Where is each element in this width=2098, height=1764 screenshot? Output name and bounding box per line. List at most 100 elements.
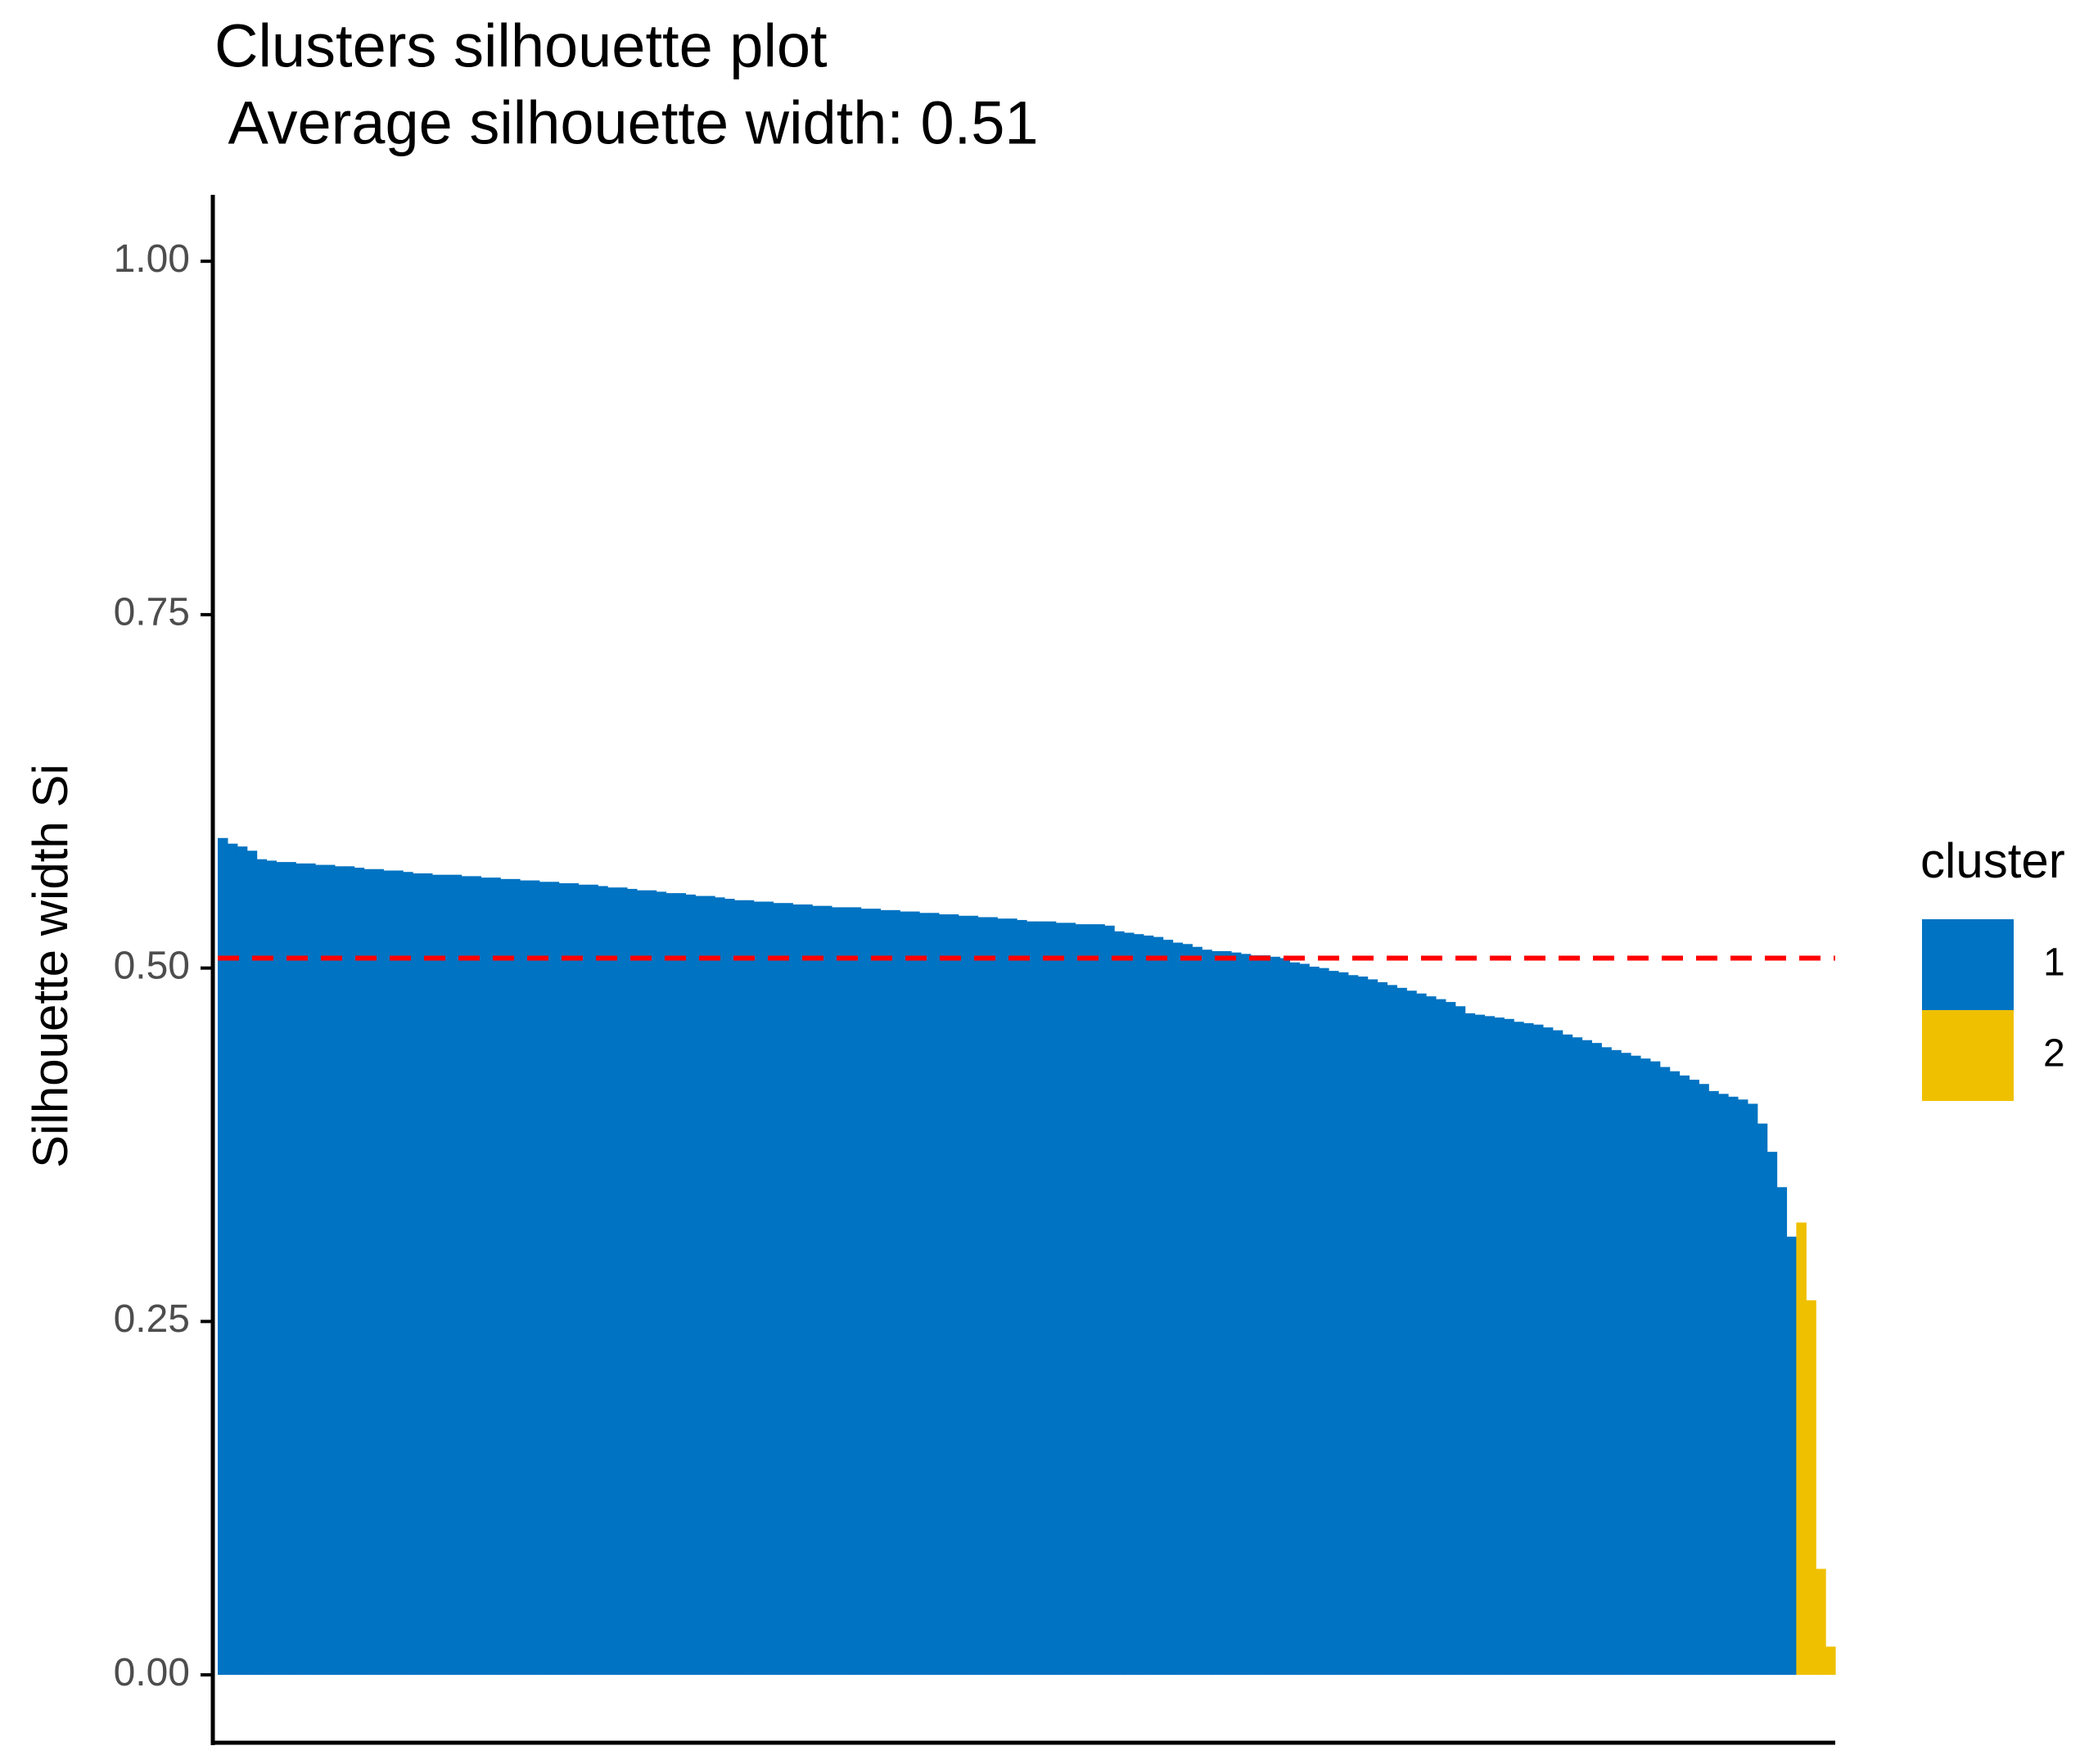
bar [1270, 956, 1281, 1676]
bar [1631, 1055, 1641, 1676]
bar [1464, 1013, 1476, 1676]
bar [792, 904, 803, 1676]
bar [928, 913, 940, 1676]
bar [1065, 923, 1076, 1676]
bar [1338, 972, 1349, 1676]
bar [919, 913, 930, 1676]
bar [266, 860, 277, 1676]
bar [1640, 1058, 1651, 1676]
bar [1406, 990, 1417, 1676]
bar [626, 888, 638, 1676]
bar [1747, 1103, 1758, 1676]
bar [900, 911, 910, 1676]
bar [1329, 971, 1339, 1676]
bar [1017, 919, 1027, 1676]
bar [1484, 1016, 1495, 1676]
bar [1601, 1047, 1612, 1676]
bar [763, 901, 774, 1676]
bar [490, 877, 501, 1676]
bar [1240, 954, 1252, 1676]
bar [646, 890, 657, 1676]
bar [1153, 936, 1164, 1676]
bar [783, 903, 793, 1676]
bar [305, 863, 316, 1676]
bar [665, 893, 677, 1676]
bar [1416, 993, 1427, 1676]
bar [1075, 924, 1086, 1676]
bar [841, 907, 852, 1676]
bar [578, 884, 589, 1676]
bar [1289, 962, 1300, 1676]
bar [422, 873, 433, 1676]
bar [237, 846, 248, 1676]
bar [1319, 968, 1329, 1676]
bar [1776, 1187, 1788, 1676]
bar [733, 900, 745, 1676]
bar [743, 900, 755, 1676]
bar [1124, 932, 1135, 1676]
bar [909, 911, 920, 1676]
bar [1679, 1075, 1690, 1676]
bar [315, 864, 326, 1676]
bar [451, 874, 462, 1676]
bar [218, 837, 228, 1676]
bar [1737, 1099, 1748, 1676]
bar [1445, 1002, 1456, 1676]
y-tick-label: 0.50 [114, 944, 190, 987]
bar [958, 915, 969, 1676]
bar [461, 876, 472, 1676]
bar [1514, 1022, 1524, 1676]
bar [1055, 923, 1067, 1676]
bar [695, 896, 706, 1676]
bar [1357, 976, 1369, 1676]
bar [276, 862, 287, 1676]
bar [500, 878, 511, 1676]
bar [354, 868, 365, 1676]
bar [753, 901, 765, 1676]
bar [1669, 1071, 1681, 1676]
bar [568, 883, 580, 1676]
bar [529, 880, 540, 1676]
bar [1211, 950, 1222, 1676]
bar [724, 899, 735, 1676]
bar [607, 887, 618, 1676]
bar [1387, 985, 1397, 1676]
chart-subtitle: Average silhouette width: 0.51 [214, 89, 1039, 157]
bar [705, 896, 715, 1676]
bar [1309, 966, 1320, 1676]
bar [363, 868, 375, 1676]
bar [1085, 924, 1095, 1676]
bar [1649, 1061, 1661, 1676]
bar [1816, 1568, 1826, 1676]
bar [1250, 955, 1261, 1676]
bar [1611, 1049, 1622, 1676]
bar [1133, 934, 1144, 1676]
bar [1435, 999, 1446, 1676]
bar [1494, 1017, 1505, 1676]
bar [1504, 1018, 1514, 1676]
bar [588, 884, 598, 1676]
bar [1230, 952, 1242, 1676]
bar [977, 917, 988, 1676]
bar [1581, 1040, 1593, 1676]
bar [968, 915, 979, 1676]
bar [1162, 940, 1174, 1676]
bar [1825, 1646, 1836, 1676]
bar [831, 907, 842, 1676]
bar [1035, 921, 1047, 1676]
bar [656, 891, 667, 1676]
bar [334, 866, 345, 1676]
bar [1523, 1022, 1534, 1676]
y-axis-label: Silhouette width Si [23, 764, 78, 1168]
bar [383, 870, 394, 1676]
bar [1221, 950, 1232, 1676]
bar [413, 873, 423, 1676]
bar [393, 870, 404, 1676]
bar [1299, 963, 1310, 1676]
bar [773, 903, 784, 1676]
bar [403, 872, 413, 1676]
bar [870, 909, 882, 1676]
bar [481, 877, 491, 1676]
bar [1796, 1222, 1807, 1676]
